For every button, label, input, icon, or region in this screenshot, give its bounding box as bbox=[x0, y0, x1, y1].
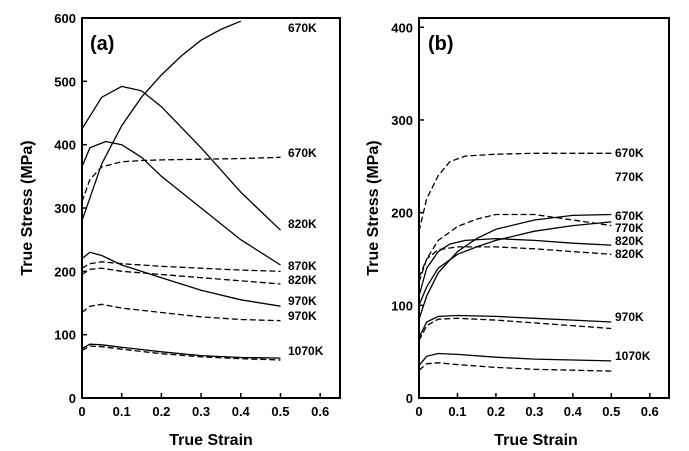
series-line-970K-dashed bbox=[418, 317, 612, 341]
series-label: 770K bbox=[615, 170, 644, 184]
series-line-670K-dashed bbox=[81, 156, 281, 202]
y-tick-label: 300 bbox=[391, 113, 413, 128]
x-tick-label: 0.4 bbox=[232, 404, 251, 419]
series-label: 820K bbox=[288, 217, 317, 231]
x-tick-label: 0.6 bbox=[641, 404, 659, 419]
y-tick-label: 400 bbox=[391, 20, 413, 35]
series-line-870K-dashed bbox=[81, 261, 281, 272]
x-tick-label: 0.2 bbox=[487, 404, 505, 419]
panel-label: (b) bbox=[428, 33, 454, 55]
y-tick-label: 100 bbox=[54, 328, 76, 343]
y-tick-label: 0 bbox=[69, 391, 76, 406]
series-label: 870K bbox=[288, 259, 317, 273]
series-line-770K-dashed bbox=[418, 213, 612, 283]
x-tick-label: 0.5 bbox=[602, 404, 620, 419]
panel-label: (a) bbox=[90, 33, 114, 55]
series-label: 770K bbox=[615, 221, 644, 235]
y-axis-title: True Stress (MPa) bbox=[365, 140, 382, 275]
series-label: 970K bbox=[288, 309, 317, 323]
series-label: 670K bbox=[288, 21, 317, 35]
x-axis-title: True Strain bbox=[494, 432, 578, 449]
series-line-770K-solid bbox=[418, 213, 612, 320]
series-label: 820K bbox=[615, 234, 644, 248]
series-line-1070K-dashed bbox=[418, 362, 612, 372]
series-label: 820K bbox=[288, 273, 317, 287]
x-tick-label: 0.1 bbox=[448, 404, 466, 419]
series-label: 670K bbox=[615, 209, 644, 223]
panel-a: 0 0.1 0.2 0.3 0.4 0.5 0.6 0 100 200 300 400 500 600 Tr… bbox=[19, 11, 341, 449]
series-line-970K-solid bbox=[418, 314, 612, 339]
series-label: 1070K bbox=[615, 349, 651, 363]
series-line-1070K-solid bbox=[418, 352, 612, 367]
x-tick-label: 0.6 bbox=[311, 404, 329, 419]
series-label: 970K bbox=[288, 294, 317, 308]
series-line-970K-solid bbox=[81, 251, 281, 307]
x-tick-label: 0.3 bbox=[192, 404, 210, 419]
y-axis-title: True Stress (MPa) bbox=[19, 140, 36, 275]
y-tick-label: 200 bbox=[54, 264, 76, 279]
series-line-670K-dashed bbox=[418, 152, 612, 232]
x-tick-label: 0.4 bbox=[564, 404, 583, 419]
x-tick-label: 0 bbox=[78, 404, 85, 419]
x-tick-label: 0.5 bbox=[271, 404, 289, 419]
series-line-820K-solid bbox=[418, 237, 612, 297]
series-line-820K-dashed bbox=[81, 267, 281, 285]
x-tick-label: 0.3 bbox=[525, 404, 543, 419]
plot-frame bbox=[418, 17, 670, 399]
series-line-820K-solid bbox=[81, 85, 281, 231]
series-line-970K-dashed bbox=[81, 303, 281, 322]
y-tick-label: 200 bbox=[391, 206, 413, 221]
series-label: 820K bbox=[615, 247, 644, 261]
y-tick-label: 100 bbox=[391, 298, 413, 313]
panel-b: 0 0.1 0.2 0.3 0.4 0.5 0.6 0 100 200 300 400 True Str… bbox=[365, 17, 670, 449]
y-tick-label: 400 bbox=[54, 138, 76, 153]
y-tick-label: 300 bbox=[54, 201, 76, 216]
series-line-870K-solid bbox=[81, 140, 281, 266]
plot-frame bbox=[81, 17, 341, 399]
series-label: 670K bbox=[288, 146, 317, 160]
x-tick-label: 0 bbox=[415, 404, 422, 419]
x-tick-label: 0.1 bbox=[113, 404, 131, 419]
series-label: 670K bbox=[615, 146, 644, 160]
series-label: 1070K bbox=[288, 344, 324, 358]
series-label: 970K bbox=[615, 310, 644, 324]
series-line-820K-dashed bbox=[418, 246, 612, 278]
x-axis-title: True Strain bbox=[169, 432, 253, 449]
series-line-1070K-dashed bbox=[81, 345, 281, 361]
x-tick-label: 0.2 bbox=[152, 404, 170, 419]
y-tick-label: 0 bbox=[406, 391, 413, 406]
series-line-670K-solid bbox=[81, 20, 242, 221]
series-line-670K-solid bbox=[418, 221, 612, 306]
y-tick-label: 500 bbox=[54, 74, 76, 89]
series-line-1070K-solid bbox=[81, 343, 281, 359]
y-tick-label: 600 bbox=[54, 11, 76, 26]
